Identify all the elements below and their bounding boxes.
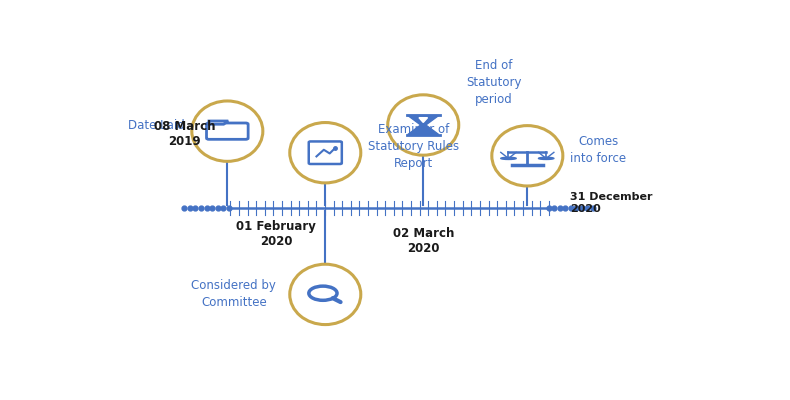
Text: 02 March
2020: 02 March 2020 [393, 227, 454, 255]
Ellipse shape [501, 157, 516, 160]
FancyBboxPatch shape [309, 142, 342, 164]
Text: Considered by
Committee: Considered by Committee [191, 279, 276, 310]
Text: Comes
into force: Comes into force [570, 135, 626, 165]
Text: End of
Statutory
period: End of Statutory period [466, 59, 521, 106]
Polygon shape [408, 125, 438, 134]
Text: 01 February
2020: 01 February 2020 [236, 220, 316, 248]
FancyBboxPatch shape [206, 123, 248, 139]
Ellipse shape [388, 95, 459, 155]
Ellipse shape [492, 126, 562, 186]
Ellipse shape [192, 101, 263, 161]
Ellipse shape [290, 264, 361, 324]
Ellipse shape [290, 122, 361, 183]
Text: Examiner of
Statutory Rules
Report: Examiner of Statutory Rules Report [368, 123, 459, 170]
Circle shape [309, 286, 337, 300]
Polygon shape [209, 121, 228, 124]
Text: 08 March
2019: 08 March 2019 [154, 120, 215, 148]
Polygon shape [408, 116, 438, 125]
Text: Date Laid: Date Laid [128, 119, 185, 132]
Text: 31 December
2020: 31 December 2020 [570, 192, 653, 214]
Polygon shape [419, 118, 427, 122]
Ellipse shape [539, 157, 554, 160]
